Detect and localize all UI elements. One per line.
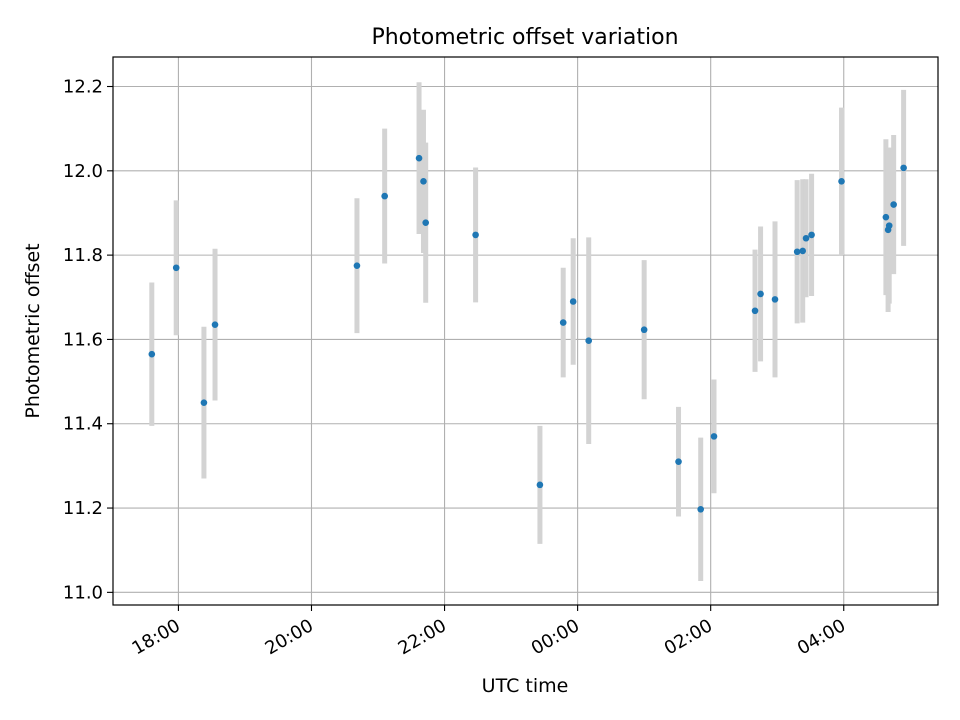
data-point	[900, 164, 907, 172]
data-point	[172, 264, 180, 272]
data-point	[148, 350, 156, 358]
data-point	[559, 319, 567, 326]
data-point	[415, 154, 423, 162]
data-point	[200, 399, 208, 406]
y-tick-label: 11.2	[63, 498, 103, 519]
data-point	[793, 248, 801, 256]
y-tick-label: 11.6	[63, 329, 103, 350]
data-point	[420, 178, 427, 185]
data-point	[353, 262, 361, 269]
data-point	[211, 321, 219, 328]
chart-title: Photometric offset variation	[371, 25, 678, 50]
data-point	[885, 222, 893, 229]
data-point	[808, 231, 815, 239]
data-point	[890, 201, 897, 208]
data-point	[697, 506, 705, 513]
data-point	[381, 192, 388, 200]
y-tick-label: 11.0	[63, 582, 103, 603]
y-axis-ticks: 11.0 11.2 11.4 11.6 11.8 12.0 12.2	[63, 77, 113, 603]
data-point	[751, 307, 759, 315]
data-point	[882, 213, 890, 221]
y-tick-label: 11.8	[63, 245, 103, 266]
data-points	[148, 154, 907, 513]
data-point	[585, 337, 593, 344]
data-point	[640, 326, 648, 334]
data-point	[675, 458, 682, 465]
data-point	[422, 219, 430, 226]
data-point	[569, 298, 577, 305]
y-tick-label: 11.4	[63, 414, 103, 435]
data-point	[771, 296, 779, 303]
x-axis-label: UTC time	[482, 675, 569, 697]
y-tick-label: 12.2	[63, 77, 103, 98]
data-point	[802, 234, 810, 242]
y-tick-label: 12.0	[63, 161, 103, 182]
data-point	[838, 178, 845, 185]
data-point	[710, 433, 718, 440]
data-point	[472, 231, 479, 239]
data-point	[536, 481, 544, 489]
data-point	[757, 290, 764, 298]
data-point	[799, 247, 807, 255]
y-axis-label: Photometric offset	[22, 243, 44, 418]
plot-frame	[112, 56, 939, 606]
